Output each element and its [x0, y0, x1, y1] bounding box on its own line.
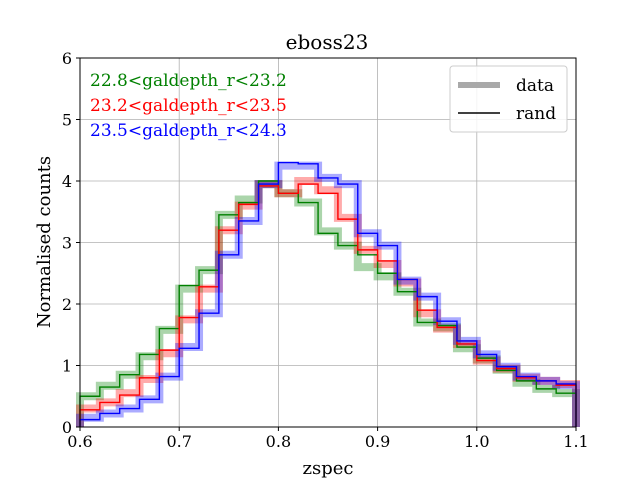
- y-tick-label: 6: [62, 49, 72, 68]
- y-tick-label: 3: [62, 234, 72, 253]
- legend-entry-22-8-galdepth-r-23-2: 22.8<galdepth_r<23.2: [90, 71, 287, 91]
- data-steps: [76, 161, 580, 427]
- legend-series: 22.8<galdepth_r<23.2 23.2<galdepth_r<23.5…: [90, 71, 287, 141]
- x-tick-label: 0.9: [365, 432, 390, 451]
- legend-data-label: data: [516, 76, 554, 96]
- x-tick-label: 1.1: [563, 432, 588, 451]
- y-tick-label: 4: [62, 172, 72, 191]
- y-axis-label: Normalised counts: [34, 156, 55, 328]
- y-tick-label: 2: [62, 295, 72, 314]
- x-tick-label: 0.6: [67, 432, 92, 451]
- axis-ticks: 0.6 0.7 0.8 0.9 1.0 1.1 0 1 2 3 4 5 6: [62, 49, 589, 451]
- legend-entry-23-2-galdepth-r-23-5: 23.2<galdepth_r<23.5: [90, 96, 287, 116]
- x-axis-label: zspec: [303, 458, 354, 479]
- data-step-22-8-galdepth-r-23-2: [76, 180, 580, 427]
- legend-entry-23-5-galdepth-r-24-3: 23.5<galdepth_r<24.3: [90, 121, 287, 141]
- y-tick-label: 0: [62, 418, 72, 437]
- data-step-23-5-galdepth-r-24-3: [76, 161, 580, 427]
- rand-step-23-5-galdepth-r-24-3: [79, 161, 577, 427]
- y-tick-label: 1: [62, 357, 72, 376]
- chart-title: eboss23: [286, 30, 369, 54]
- rand-step-23-2-galdepth-r-23-5: [79, 183, 577, 427]
- y-tick-label: 5: [62, 111, 72, 130]
- rand-steps: [79, 161, 577, 427]
- legend-style: data rand: [449, 65, 568, 133]
- legend-rand-label: rand: [516, 104, 556, 124]
- x-tick-label: 1.0: [464, 432, 489, 451]
- x-tick-label: 0.8: [266, 432, 291, 451]
- x-tick-label: 0.7: [166, 432, 191, 451]
